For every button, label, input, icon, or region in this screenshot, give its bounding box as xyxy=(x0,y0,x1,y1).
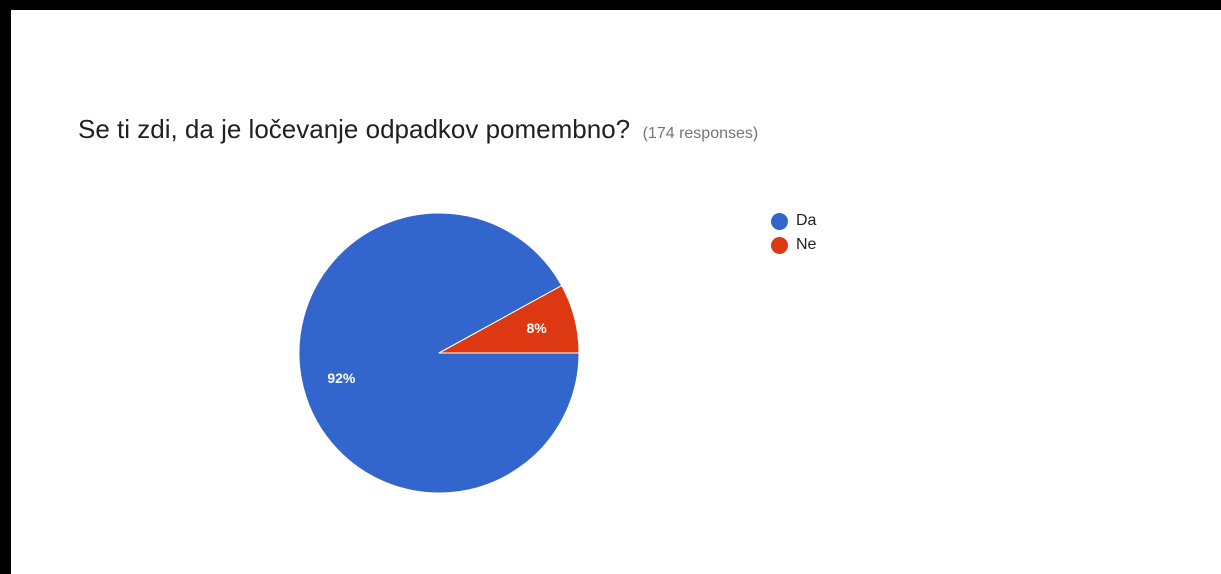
legend-marker-ne xyxy=(771,236,788,254)
legend-label-ne: Ne xyxy=(796,236,817,253)
slice-label-ne: 8% xyxy=(527,320,548,336)
legend-marker-da xyxy=(771,212,788,230)
legend-item-ne[interactable]: Ne xyxy=(771,233,816,257)
question-text: Se ti zdi, da je ločevanje odpadkov pome… xyxy=(78,114,631,144)
legend-label-da: Da xyxy=(796,212,817,229)
pie-slice-labels: 92% 8% xyxy=(327,320,547,386)
pie-slices xyxy=(298,212,580,494)
chart-card: Se ti zdi, da je ločevanje odpadkov pome… xyxy=(11,10,1221,574)
response-count: (174 responses) xyxy=(642,125,759,142)
pie-chart: 92% 8% xyxy=(298,212,580,494)
slice-label-da: 92% xyxy=(327,370,356,386)
question-title: Se ti zdi, da je ločevanje odpadkov pome… xyxy=(78,114,758,145)
pie-slice-ne[interactable] xyxy=(438,284,580,354)
legend-item-da[interactable]: Da xyxy=(771,209,816,233)
legend: Da Ne xyxy=(771,209,816,257)
